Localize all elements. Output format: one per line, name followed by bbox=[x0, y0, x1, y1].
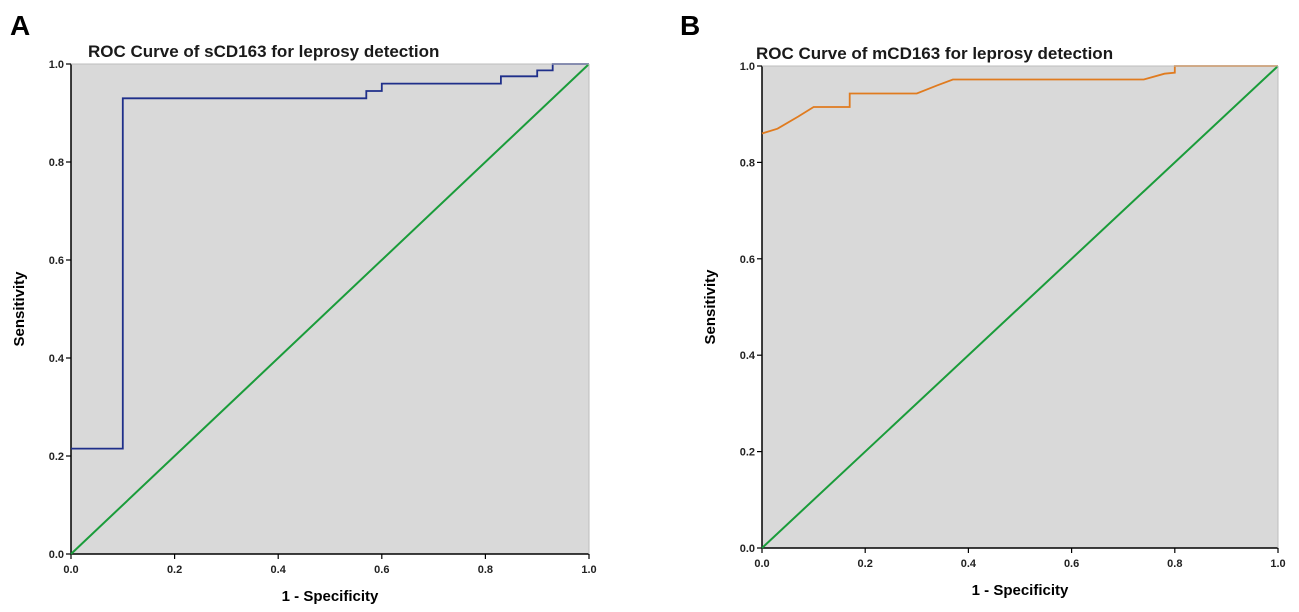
roc-curve-line bbox=[761, 65, 1278, 135]
x-axis-label: 1 - Specificity bbox=[282, 588, 379, 605]
y-tick-label: 1.0 bbox=[740, 61, 755, 73]
x-tick-label: 0.2 bbox=[858, 558, 873, 570]
reference-line bbox=[761, 65, 1279, 549]
y-tick-label: 0.8 bbox=[49, 157, 64, 169]
y-tick-label: 0.6 bbox=[49, 255, 64, 267]
roc-curve-line bbox=[71, 63, 589, 450]
chart-panel-a: A ROC Curve of sCD163 for leprosy detecti… bbox=[10, 10, 597, 605]
chart-title: ROC Curve of mCD163 for leprosy detectio… bbox=[756, 44, 1113, 63]
x-tick-label: 0.4 bbox=[961, 558, 977, 570]
y-tick-label: 0.2 bbox=[49, 451, 64, 463]
chart-panel-b: B ROC Curve of mCD163 for leprosy detecti… bbox=[680, 10, 1286, 599]
y-axis-label: Sensitivity bbox=[11, 271, 28, 347]
y-tick-label: 0.8 bbox=[740, 157, 755, 169]
x-tick-label: 0.0 bbox=[754, 558, 769, 570]
reference-line bbox=[70, 63, 590, 555]
y-tick-label: 0.6 bbox=[740, 254, 755, 266]
x-tick-label: 0.8 bbox=[1167, 558, 1182, 570]
x-tick-label: 0.6 bbox=[374, 564, 389, 576]
x-tick-label: 1.0 bbox=[581, 564, 596, 576]
y-axis-label: Sensitivity bbox=[702, 269, 719, 345]
x-tick-label: 0.4 bbox=[271, 564, 287, 576]
chart-title: ROC Curve of sCD163 for leprosy detectio… bbox=[88, 42, 439, 61]
x-tick-label: 0.2 bbox=[167, 564, 182, 576]
panel-letter: A bbox=[10, 10, 30, 41]
x-tick-label: 0.0 bbox=[63, 564, 78, 576]
x-tick-label: 0.8 bbox=[478, 564, 493, 576]
x-tick-label: 1.0 bbox=[1270, 558, 1285, 570]
y-tick-label: 0.0 bbox=[740, 543, 755, 555]
panel-letter: B bbox=[680, 10, 700, 41]
y-tick-label: 1.0 bbox=[49, 59, 64, 71]
y-tick-label: 0.4 bbox=[740, 350, 756, 362]
x-tick-label: 0.6 bbox=[1064, 558, 1079, 570]
x-axis-label: 1 - Specificity bbox=[972, 582, 1069, 599]
y-tick-label: 0.4 bbox=[49, 353, 65, 365]
y-tick-label: 0.2 bbox=[740, 447, 755, 459]
y-tick-label: 0.0 bbox=[49, 549, 64, 561]
